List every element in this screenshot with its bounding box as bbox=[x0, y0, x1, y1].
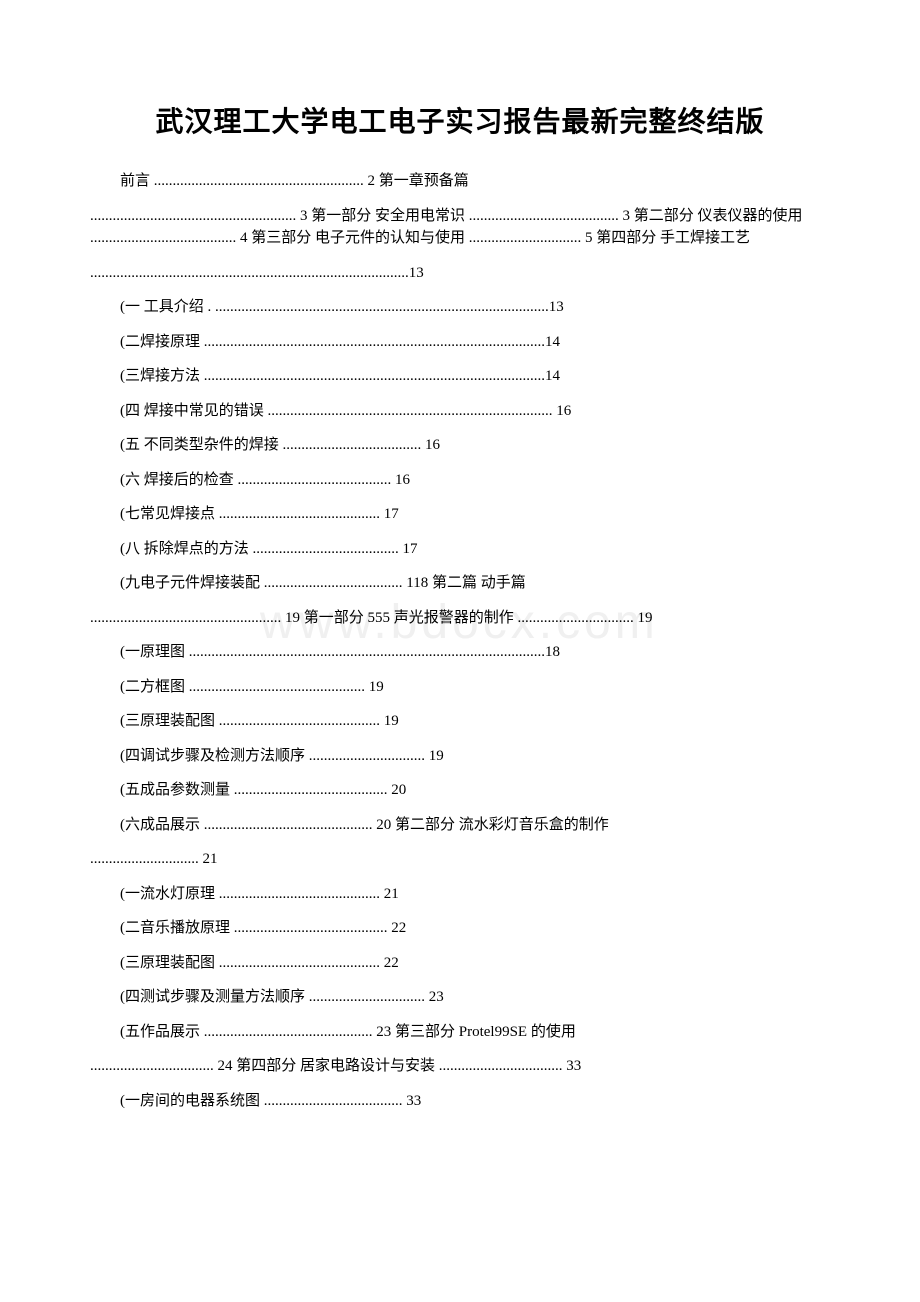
toc-line: (二方框图 ..................................… bbox=[90, 676, 830, 699]
document-title: 武汉理工大学电工电子实习报告最新完整终结版 bbox=[90, 100, 830, 140]
toc-line: (三焊接方法 .................................… bbox=[90, 365, 830, 388]
toc-line: (一房间的电器系统图 .............................… bbox=[90, 1090, 830, 1113]
toc-line: (二焊接原理 .................................… bbox=[90, 331, 830, 354]
toc-line: ................................. 24 第四部… bbox=[90, 1055, 830, 1078]
toc-line: ............................. 21 bbox=[90, 848, 830, 871]
toc-line: (五 不同类型杂件的焊接 ...........................… bbox=[90, 434, 830, 457]
toc-line: 前言 .....................................… bbox=[90, 170, 830, 193]
toc-line: (三原理装配图 ................................… bbox=[90, 952, 830, 975]
toc-line: ........................................… bbox=[90, 262, 830, 285]
toc-line: (四 焊接中常见的错误 ............................… bbox=[90, 400, 830, 423]
toc-line: (一流水灯原理 ................................… bbox=[90, 883, 830, 906]
toc-line: ........................................… bbox=[90, 205, 830, 250]
toc-line: (六 焊接后的检查 ..............................… bbox=[90, 469, 830, 492]
toc-line: (二音乐播放原理 ...............................… bbox=[90, 917, 830, 940]
toc-line: (五作品展示 .................................… bbox=[90, 1021, 830, 1044]
toc-line: (一 工具介绍 . ..............................… bbox=[90, 296, 830, 319]
toc-line: (三原理装配图 ................................… bbox=[90, 710, 830, 733]
toc-line: ........................................… bbox=[90, 607, 830, 630]
document-page: 武汉理工大学电工电子实习报告最新完整终结版 www.bdocx.com 前言 .… bbox=[0, 0, 920, 1184]
toc-line: (六成品展示 .................................… bbox=[90, 814, 830, 837]
toc-line: (四测试步骤及测量方法顺序 ..........................… bbox=[90, 986, 830, 1009]
toc-content: 前言 .....................................… bbox=[90, 170, 830, 1112]
toc-line: (五成品参数测量 ...............................… bbox=[90, 779, 830, 802]
toc-line: (七常见焊接点 ................................… bbox=[90, 503, 830, 526]
toc-line: (九电子元件焊接装配 .............................… bbox=[90, 572, 830, 595]
toc-line: (八 拆除焊点的方法 .............................… bbox=[90, 538, 830, 561]
toc-line: (四调试步骤及检测方法顺序 ..........................… bbox=[90, 745, 830, 768]
toc-line: (一原理图 ..................................… bbox=[90, 641, 830, 664]
